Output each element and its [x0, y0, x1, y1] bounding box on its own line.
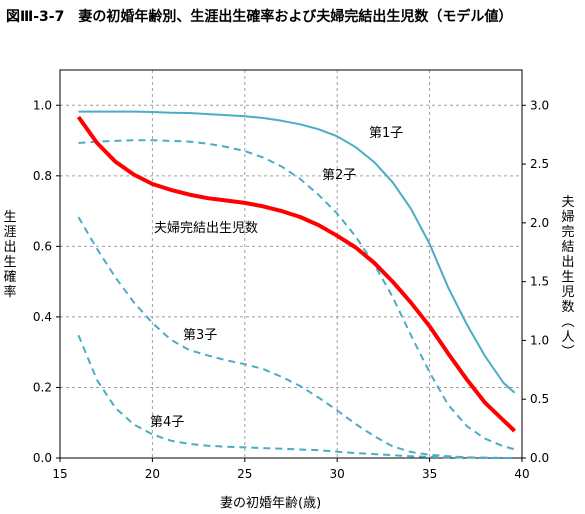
y-tick-label: 0.2 — [33, 380, 52, 394]
y2-tick-label: 0.0 — [530, 451, 549, 465]
y-tick-label: 0.8 — [33, 169, 52, 183]
annotation-label: 夫婦完結出生児数 — [154, 220, 258, 236]
y2-tick-label: 2.0 — [530, 216, 549, 230]
plot-frame — [59, 69, 523, 459]
y2-tick-label: 1.5 — [530, 275, 549, 289]
y2-tick-label: 2.5 — [530, 157, 549, 171]
x-tick-label: 30 — [330, 467, 345, 481]
series-line-第2子 — [78, 139, 515, 451]
x-tick-label: 20 — [145, 467, 160, 481]
x-tick-label: 40 — [514, 467, 529, 481]
x-tick-label: 35 — [422, 467, 437, 481]
annotation-label: 第1子 — [369, 126, 403, 141]
series-line-第4子 — [77, 334, 515, 459]
x-tick-label: 25 — [237, 467, 252, 481]
chart-title: 図Ⅲ-3-7 妻の初婚年齢別、生涯出生確率および夫婦完結出生児数（モデル値） — [6, 9, 513, 25]
y2-tick-label: 0.5 — [530, 392, 549, 406]
series-line-第1子 — [78, 110, 516, 394]
annotation-label: 第3子 — [183, 328, 217, 343]
x-tick-label: 15 — [52, 467, 67, 481]
y2-tick-label: 1.0 — [530, 333, 549, 347]
y-axis-label-left: 生涯出生確率 — [3, 210, 17, 300]
x-axis-label: 妻の初婚年齢(歳) — [220, 496, 322, 511]
y-tick-label: 0.6 — [33, 239, 52, 253]
series-line-夫婦完結出生児数 — [76, 115, 516, 433]
y-tick-label: 0.4 — [33, 310, 52, 324]
y-tick-label: 1.0 — [33, 98, 52, 112]
annotation-label: 第4子 — [150, 415, 184, 430]
y-tick-label: 0.0 — [33, 451, 52, 465]
annotation-label: 第2子 — [322, 168, 356, 183]
series-line-第3子 — [77, 216, 515, 459]
y-axis-label-right: 夫婦完結出生児数 ︵ 人 ︶ — [561, 195, 575, 360]
y2-tick-label: 3.0 — [530, 98, 549, 112]
